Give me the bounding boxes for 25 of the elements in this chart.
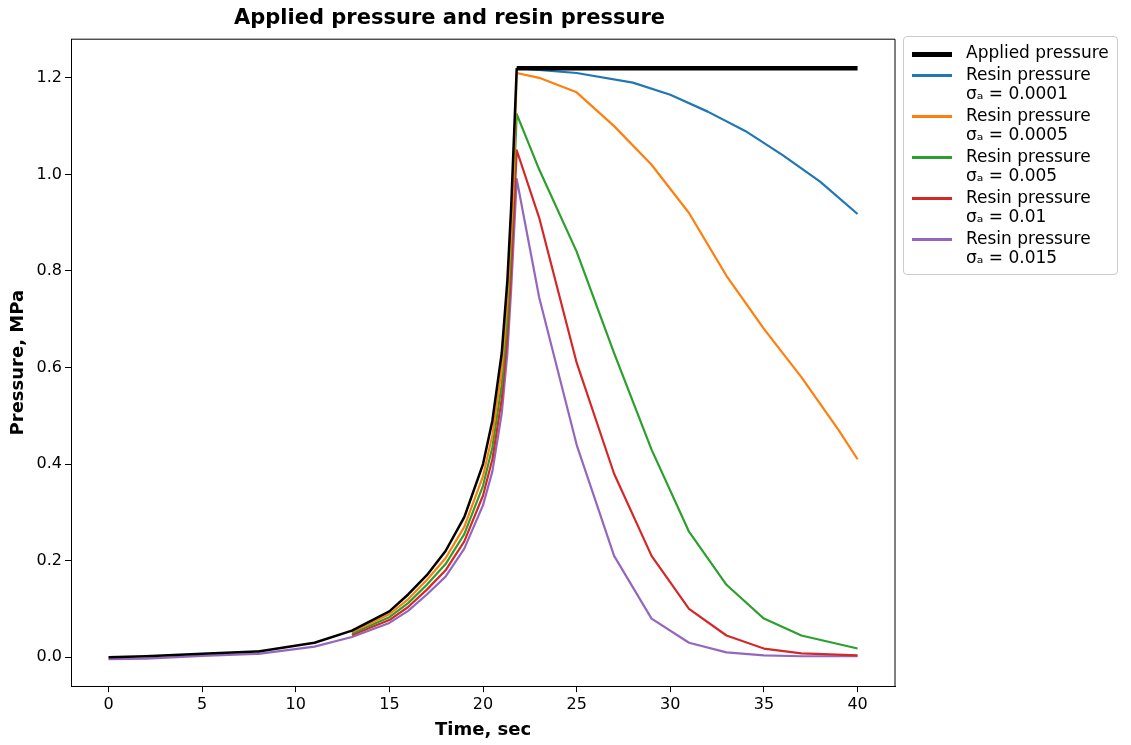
x-tick-label: 10 [285, 693, 306, 713]
x-tick-label: 40 [847, 693, 868, 713]
legend-label: Resin pressure σₐ = 0.01 [966, 186, 1091, 227]
x-tick-label: 25 [566, 693, 587, 713]
y-tick-label: 0.0 [36, 646, 63, 666]
legend-label: Resin pressure σₐ = 0.0005 [966, 104, 1091, 145]
x-tick-label: 0 [103, 693, 114, 713]
y-tick-label: 0.6 [36, 356, 63, 376]
chart-title: Applied pressure and resin pressure [234, 5, 665, 30]
x-tick-label: 35 [753, 693, 775, 713]
y-tick-label: 0.2 [36, 549, 63, 569]
legend-label: Applied pressure [966, 42, 1109, 63]
y-tick-label: 1.2 [36, 66, 63, 86]
y-tick-label: 0.4 [36, 453, 63, 473]
x-tick-label: 5 [197, 693, 208, 713]
y-axis-title: Pressure, MPa [6, 289, 28, 436]
legend-label: Resin pressure σₐ = 0.0001 [966, 63, 1091, 104]
x-axis-title: Time, sec [434, 717, 532, 739]
legend-label: Resin pressure σₐ = 0.015 [966, 227, 1091, 269]
x-tick-label: 15 [379, 693, 400, 713]
legend-label: Resin pressure σₐ = 0.005 [966, 145, 1091, 186]
x-tick-label: 20 [472, 693, 494, 713]
x-tick-label: 30 [660, 693, 681, 713]
y-tick-label: 0.8 [36, 260, 63, 280]
y-tick-label: 1.0 [36, 163, 63, 183]
